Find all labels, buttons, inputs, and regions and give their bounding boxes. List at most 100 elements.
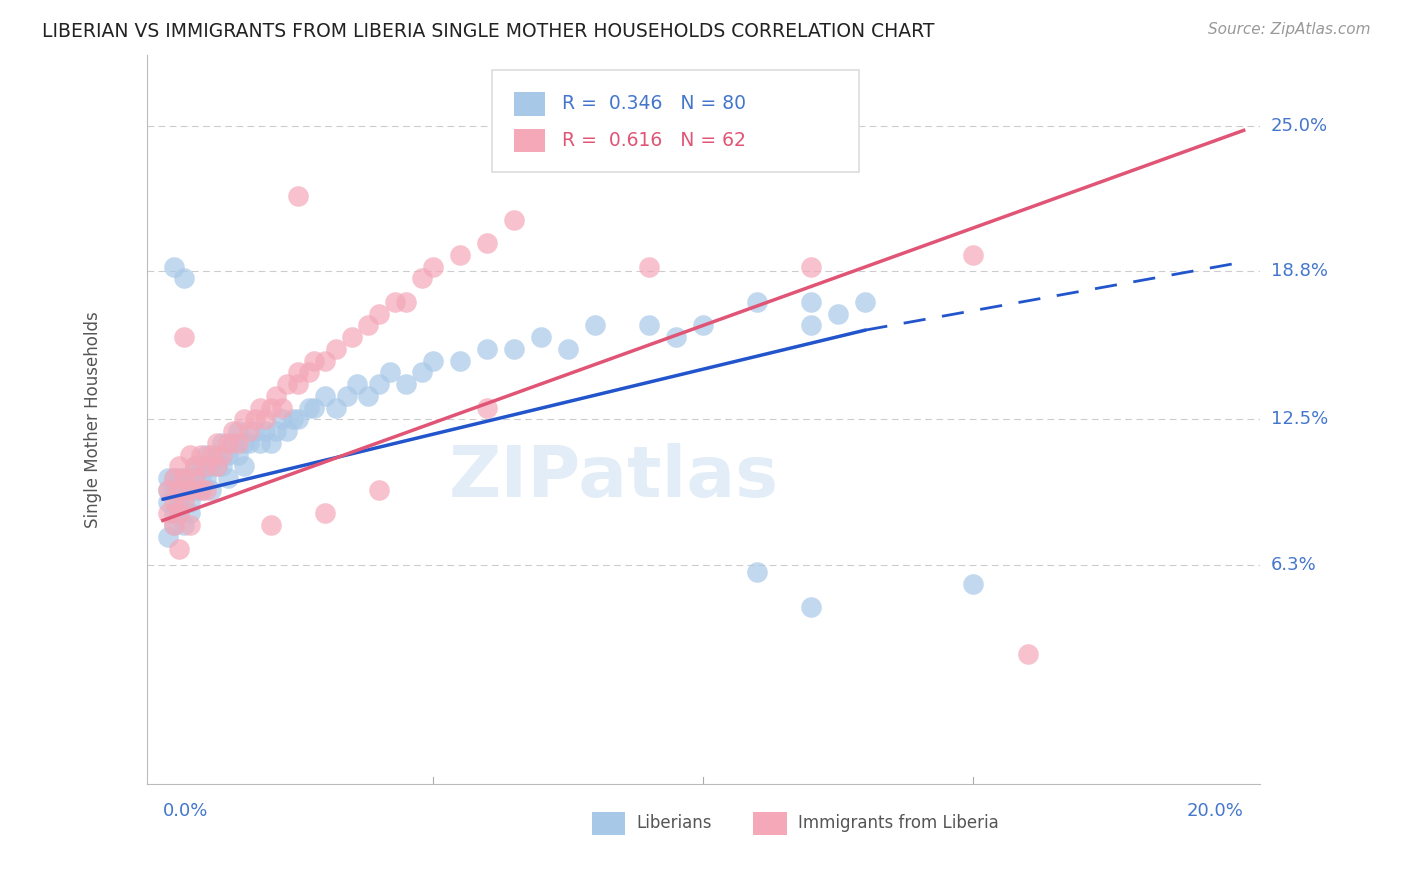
Point — [270, 401, 292, 415]
Point — [184, 471, 207, 485]
Text: 12.5%: 12.5% — [1271, 410, 1327, 428]
Text: 6.3%: 6.3% — [1271, 556, 1316, 574]
Point — [298, 365, 321, 379]
Text: 20.0%: 20.0% — [1187, 803, 1244, 821]
Point — [179, 518, 201, 533]
Point — [195, 459, 218, 474]
Point — [475, 401, 498, 415]
Point — [232, 412, 254, 426]
Point — [314, 353, 336, 368]
Point — [195, 448, 218, 462]
Point — [205, 448, 228, 462]
Point — [368, 483, 391, 497]
Point — [276, 424, 298, 438]
Point — [173, 518, 195, 533]
Point — [530, 330, 553, 344]
Point — [302, 353, 325, 368]
Point — [665, 330, 688, 344]
Point — [200, 448, 222, 462]
Point — [800, 318, 823, 333]
Point — [266, 389, 288, 403]
Point — [449, 248, 471, 262]
Point — [162, 518, 184, 533]
Point — [384, 294, 406, 309]
Point — [638, 260, 661, 274]
Point — [157, 507, 180, 521]
Point — [228, 424, 250, 438]
Point — [205, 459, 228, 474]
Point — [162, 518, 184, 533]
Point — [232, 436, 254, 450]
Point — [335, 389, 357, 403]
Point — [173, 271, 195, 285]
Point — [184, 459, 207, 474]
Point — [249, 401, 271, 415]
Point — [184, 471, 207, 485]
Point — [503, 212, 526, 227]
Point — [184, 459, 207, 474]
Point — [260, 436, 283, 450]
Point — [167, 483, 190, 497]
Point — [157, 471, 180, 485]
Point — [357, 318, 380, 333]
Point — [276, 377, 298, 392]
Point — [179, 483, 201, 497]
Point — [747, 565, 769, 579]
Point — [238, 424, 260, 438]
Point — [205, 436, 228, 450]
FancyBboxPatch shape — [515, 92, 546, 116]
Point — [173, 494, 195, 508]
Text: 18.8%: 18.8% — [1271, 262, 1327, 280]
Text: Source: ZipAtlas.com: Source: ZipAtlas.com — [1208, 22, 1371, 37]
Point — [157, 483, 180, 497]
FancyBboxPatch shape — [515, 128, 546, 152]
Point — [195, 483, 218, 497]
Point — [157, 494, 180, 508]
Point — [325, 342, 347, 356]
Point — [179, 507, 201, 521]
Point — [422, 353, 444, 368]
Point — [243, 412, 266, 426]
Point — [167, 507, 190, 521]
Point — [205, 459, 228, 474]
Point — [162, 483, 184, 497]
Point — [157, 483, 180, 497]
Point — [422, 260, 444, 274]
Point — [583, 318, 606, 333]
Point — [222, 424, 245, 438]
FancyBboxPatch shape — [592, 812, 626, 835]
Point — [475, 342, 498, 356]
Point — [853, 294, 876, 309]
Point — [167, 507, 190, 521]
Point — [249, 436, 271, 450]
Point — [302, 401, 325, 415]
Text: ZIPatlas: ZIPatlas — [449, 443, 779, 512]
Point — [157, 530, 180, 544]
Point — [827, 307, 849, 321]
Point — [173, 483, 195, 497]
Point — [800, 260, 823, 274]
Point — [287, 412, 309, 426]
Point — [287, 189, 309, 203]
Point — [287, 377, 309, 392]
Point — [747, 294, 769, 309]
Point — [211, 459, 233, 474]
Point — [179, 494, 201, 508]
Point — [254, 424, 277, 438]
Point — [211, 436, 233, 450]
Point — [190, 483, 212, 497]
Point — [378, 365, 401, 379]
Point — [162, 471, 184, 485]
Point — [368, 377, 391, 392]
Point — [325, 401, 347, 415]
Point — [357, 389, 380, 403]
Point — [314, 507, 336, 521]
FancyBboxPatch shape — [754, 812, 787, 835]
Point — [266, 424, 288, 438]
Point — [298, 401, 321, 415]
Point — [475, 236, 498, 251]
Point — [638, 318, 661, 333]
Point — [962, 577, 984, 591]
Point — [314, 389, 336, 403]
Point — [217, 436, 239, 450]
